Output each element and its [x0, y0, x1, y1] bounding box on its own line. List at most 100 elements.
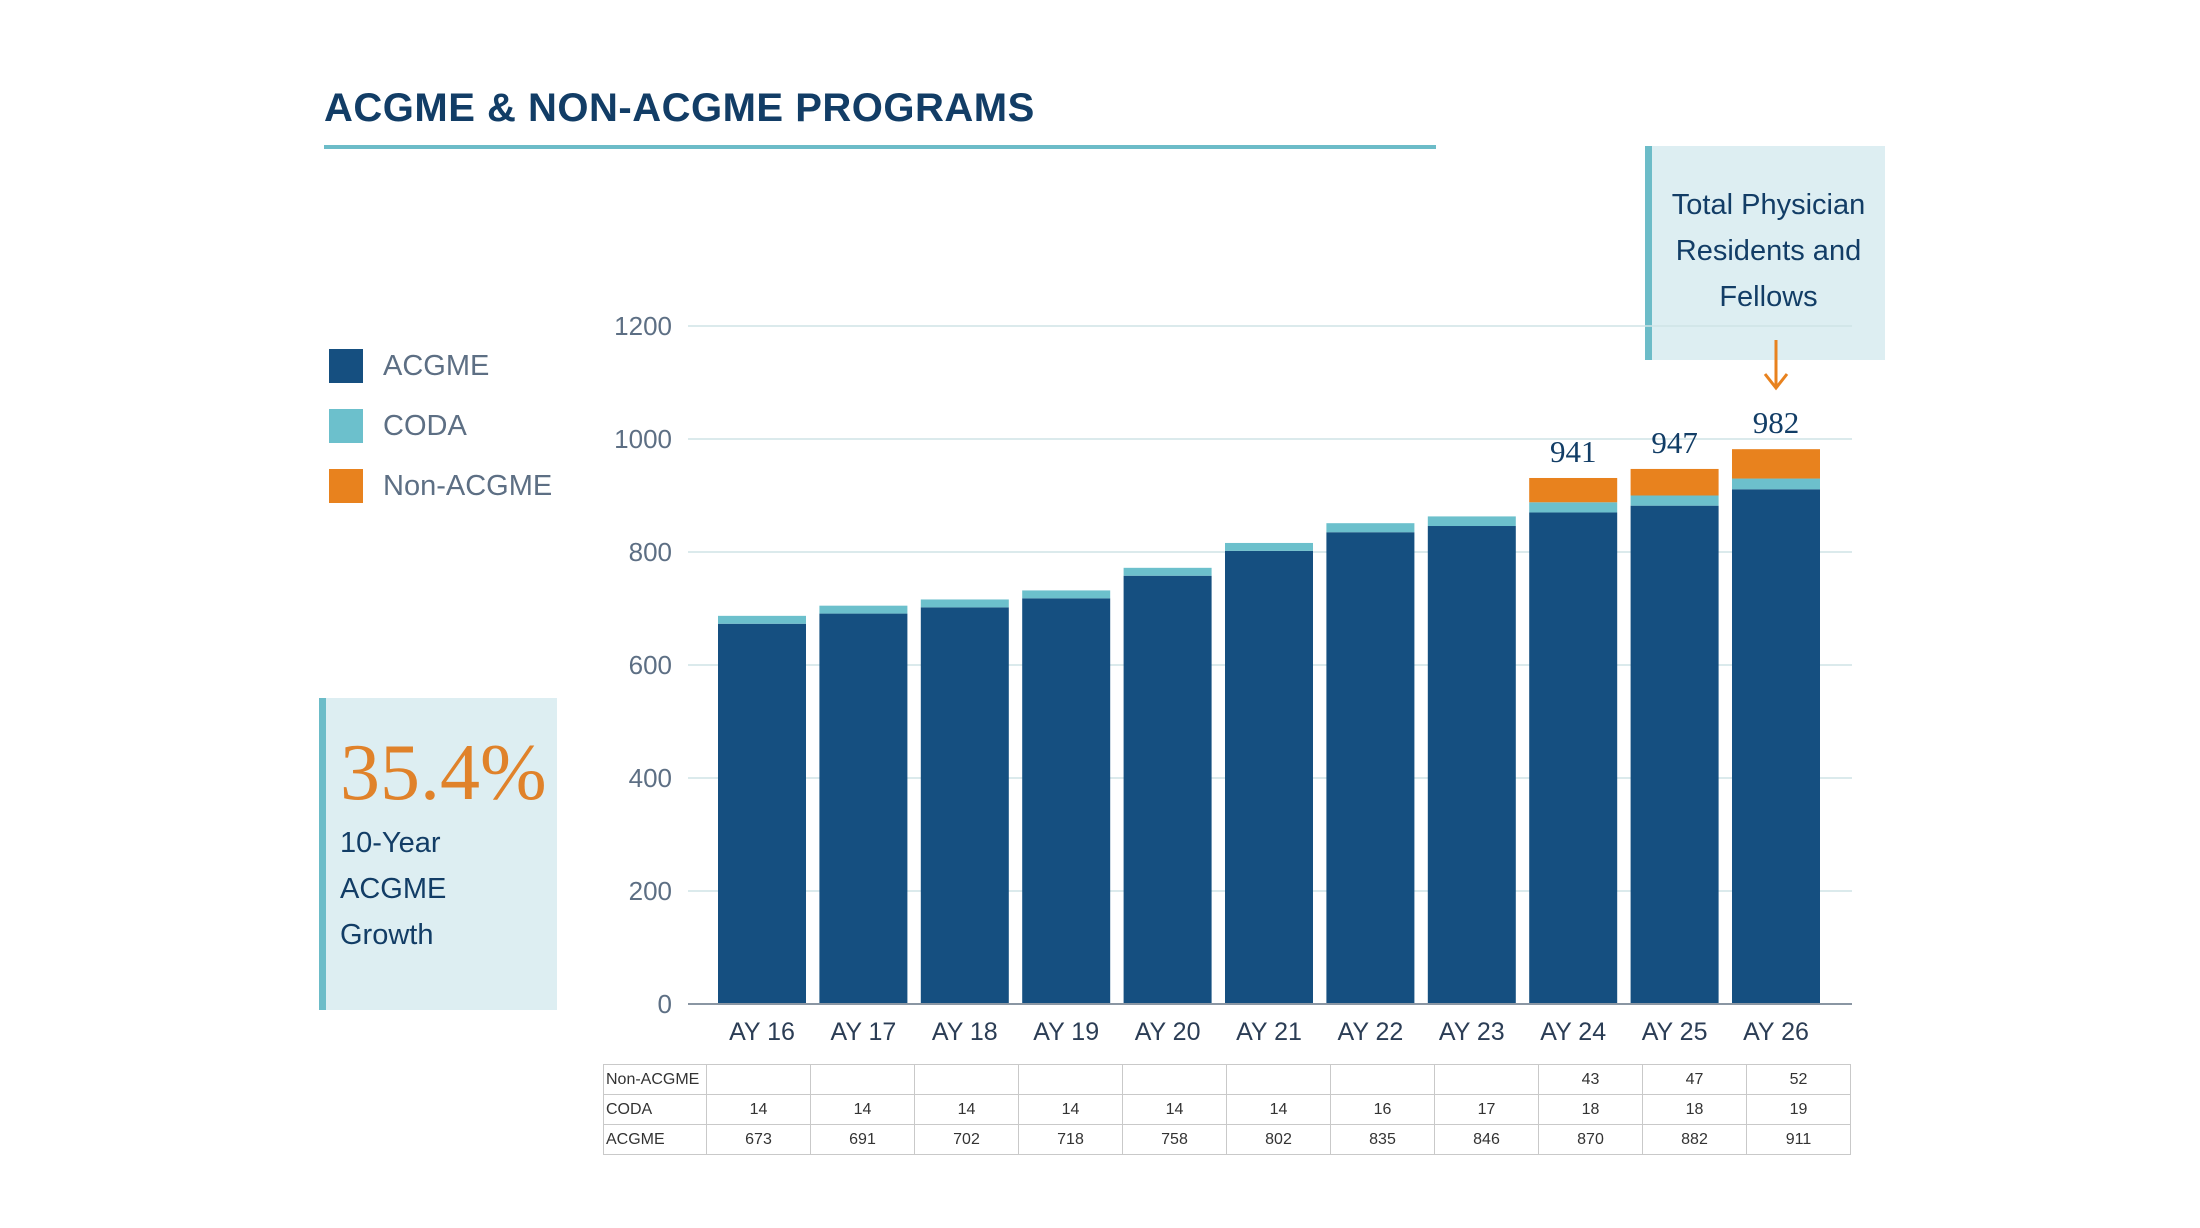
- table-cell: 758: [1122, 1124, 1227, 1155]
- y-tick-label: 1200: [614, 311, 672, 341]
- y-tick-label: 1000: [614, 424, 672, 454]
- table-cell: 14: [914, 1094, 1019, 1125]
- x-tick-label: AY 17: [831, 1018, 897, 1046]
- table-cell: 47: [1642, 1064, 1747, 1095]
- y-tick-label: 400: [629, 763, 672, 793]
- table-cell: 17: [1434, 1094, 1539, 1125]
- bar-non-acgme: [1732, 449, 1820, 479]
- total-label: 947: [1651, 425, 1698, 460]
- table-cell: 43: [1538, 1064, 1643, 1095]
- table-cell: 16: [1330, 1094, 1435, 1125]
- table-cell: [706, 1064, 811, 1095]
- table-cell: 14: [1122, 1094, 1227, 1125]
- table-cell: 846: [1434, 1124, 1539, 1155]
- table-cell: [1330, 1064, 1435, 1095]
- table-cell: 18: [1538, 1094, 1643, 1125]
- y-tick-label: 200: [629, 876, 672, 906]
- bar-coda: [1630, 495, 1719, 506]
- bar-acgme: [1326, 532, 1415, 1004]
- total-label: 982: [1753, 405, 1800, 440]
- bar-non-acgme: [1630, 468, 1719, 496]
- growth-label: 10-Year ACGME Growth: [340, 827, 447, 951]
- x-tick-label: AY 23: [1439, 1018, 1505, 1046]
- bar-acgme: [920, 607, 1009, 1004]
- total-callout-box: Total Physician Residents and Fellows: [1645, 146, 1885, 360]
- x-tick-label: AY 18: [932, 1018, 998, 1046]
- table-cell: 835: [1330, 1124, 1435, 1155]
- growth-stat-box: 35.4% 10-Year ACGME Growth: [319, 698, 557, 1010]
- bar-coda: [718, 615, 806, 624]
- x-tick-label: AY 25: [1642, 1018, 1708, 1046]
- bar-coda: [920, 599, 1009, 608]
- legend: ACGME CODA Non-ACGME: [329, 336, 552, 516]
- table-row: CODA 14 14 14 14 14 14 16 17 18 18 19: [603, 1094, 1851, 1125]
- x-tick-label: AY 20: [1135, 1018, 1201, 1046]
- data-table: Non-ACGME 43 47 52 CODA 14 14 14 14 14 14 16 17 18 18 1…: [603, 1064, 1851, 1155]
- table-row-label: Non-ACGME: [603, 1064, 707, 1095]
- bar-coda: [1225, 542, 1313, 551]
- table-row-label: CODA: [603, 1094, 707, 1125]
- bar-coda: [1732, 478, 1820, 490]
- table-row: ACGME 673 691 702 718 758 802 835 846 870 882 911: [603, 1124, 1851, 1155]
- bar-non-acgme: [1529, 477, 1618, 503]
- bar-coda: [1326, 523, 1415, 533]
- bar-coda: [1529, 502, 1618, 513]
- y-tick-label: 600: [629, 650, 672, 680]
- bar-acgme: [1529, 512, 1618, 1004]
- callout-text: Total Physician Residents and Fellows: [1671, 189, 1866, 313]
- table-row: Non-ACGME 43 47 52: [603, 1064, 1851, 1095]
- table-cell: 673: [706, 1124, 811, 1155]
- bar-acgme: [1123, 575, 1212, 1004]
- legend-swatch-coda: [329, 409, 363, 443]
- total-label: 941: [1550, 434, 1597, 469]
- legend-item-coda: CODA: [329, 396, 552, 456]
- title-underline: [324, 145, 1436, 149]
- table-cell: 718: [1018, 1124, 1123, 1155]
- bar-coda: [1123, 567, 1212, 576]
- table-cell: [1226, 1064, 1331, 1095]
- legend-label: Non-ACGME: [383, 469, 553, 502]
- x-tick-label: AY 22: [1338, 1018, 1404, 1046]
- table-cell: 691: [810, 1124, 915, 1155]
- bar-acgme: [1732, 489, 1820, 1004]
- x-tick-label: AY 16: [729, 1018, 795, 1046]
- table-cell: 882: [1642, 1124, 1747, 1155]
- chart-title: ACGME & NON-ACGME PROGRAMS: [324, 86, 1035, 130]
- growth-percentage: 35.4%: [340, 729, 547, 817]
- x-tick-label: AY 21: [1236, 1018, 1302, 1046]
- legend-label: CODA: [383, 409, 467, 442]
- legend-item-acgme: ACGME: [329, 336, 552, 396]
- y-tick-label: 800: [629, 537, 672, 567]
- legend-swatch-non-acgme: [329, 469, 363, 503]
- y-tick-label: 0: [658, 989, 672, 1019]
- table-cell: 702: [914, 1124, 1019, 1155]
- legend-label: ACGME: [383, 349, 490, 382]
- table-cell: 802: [1226, 1124, 1331, 1155]
- bar-coda: [1427, 516, 1516, 527]
- table-cell: [1122, 1064, 1227, 1095]
- table-cell: 14: [1226, 1094, 1331, 1125]
- bar-acgme: [1427, 526, 1516, 1004]
- table-cell: 14: [1018, 1094, 1123, 1125]
- table-cell: 19: [1746, 1094, 1851, 1125]
- bar-acgme: [1225, 550, 1313, 1004]
- table-cell: 911: [1746, 1124, 1851, 1155]
- table-row-label: ACGME: [603, 1124, 707, 1155]
- x-tick-label: AY 19: [1033, 1018, 1099, 1046]
- legend-swatch-acgme: [329, 349, 363, 383]
- table-cell: 870: [1538, 1124, 1643, 1155]
- bar-acgme: [819, 613, 908, 1004]
- table-cell: 52: [1746, 1064, 1851, 1095]
- bar-acgme: [718, 623, 806, 1004]
- table-cell: 14: [706, 1094, 811, 1125]
- bar-coda: [1022, 590, 1111, 599]
- table-cell: [1018, 1064, 1123, 1095]
- bar-coda: [819, 605, 908, 614]
- bar-acgme: [1022, 598, 1111, 1004]
- bar-acgme: [1630, 505, 1719, 1004]
- x-tick-label: AY 26: [1743, 1018, 1809, 1046]
- table-cell: [1434, 1064, 1539, 1095]
- table-cell: 18: [1642, 1094, 1747, 1125]
- table-cell: 14: [810, 1094, 915, 1125]
